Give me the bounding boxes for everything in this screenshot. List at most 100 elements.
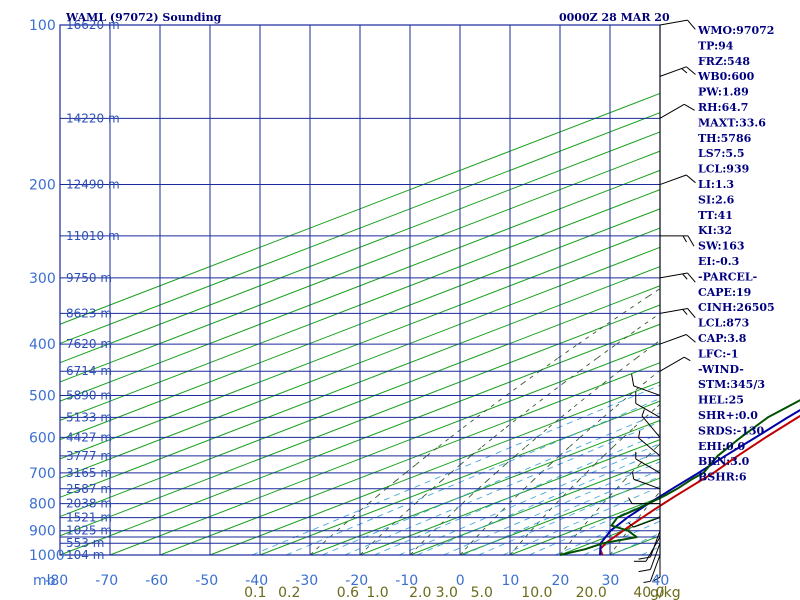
sounding-index-value: -WIND- <box>698 363 744 376</box>
mixing-ratio-line <box>641 546 661 556</box>
wind-barb <box>633 478 661 490</box>
wind-barb <box>649 554 661 582</box>
mixing-ratio-line <box>583 520 661 556</box>
mixing-ratio-label: 0.2 <box>278 585 300 600</box>
wind-barb-flag <box>631 373 635 386</box>
height-label: 104 m <box>66 548 104 562</box>
sounding-index-value: CAPE:19 <box>698 286 751 299</box>
mixing-ratio-label: 5.0 <box>471 585 493 600</box>
wind-barb-flag <box>638 430 641 438</box>
wind-barb-flag <box>631 472 635 480</box>
height-label: 11010 m <box>66 229 120 243</box>
mixing-ratio-label: 1.0 <box>366 585 388 600</box>
mixing-ratio-label: 2.0 <box>409 585 431 600</box>
sounding-index-value: LCL:873 <box>698 317 749 330</box>
sounding-index-value: MAXT:33.6 <box>698 116 766 129</box>
wind-barb-flag <box>638 569 651 573</box>
sounding-index-value: CINH:26505 <box>698 301 775 314</box>
wind-barb <box>638 437 661 457</box>
sounding-index-value: FRZ:548 <box>698 55 750 68</box>
mixing-ratio-line <box>374 433 661 556</box>
wind-barb <box>659 334 687 345</box>
mixing-ratio-line <box>398 443 661 556</box>
height-label: 1521 m <box>66 511 112 525</box>
wind-barb-flag <box>683 356 691 362</box>
wind-barb-flag <box>628 497 633 504</box>
wind-barb <box>659 174 687 186</box>
pressure-tick-label: 400 <box>29 337 56 353</box>
sounding-index-value: PW:1.89 <box>698 86 749 99</box>
sounding-index-value: TH:5786 <box>698 132 752 145</box>
sounding-index-value: SHR+:0.0 <box>698 409 758 422</box>
isotherm-line <box>409 458 661 556</box>
height-label: 4427 m <box>66 430 112 444</box>
sounding-index-value: KI:32 <box>698 224 732 237</box>
pressure-tick-label: 1000 <box>29 548 65 564</box>
pressure-tick-label: 900 <box>29 524 56 540</box>
height-label: 3165 m <box>66 466 112 480</box>
sounding-index-value: TT:41 <box>698 209 733 222</box>
wind-barb-flag <box>638 556 651 560</box>
sounding-index-value: SW:163 <box>698 240 745 253</box>
sounding-index-value: BRN:3.0 <box>698 455 750 468</box>
wind-barb-flag <box>682 235 687 243</box>
isotherm-line <box>309 419 661 556</box>
sounding-index-value: EHI:0.0 <box>698 440 745 453</box>
mixing-ratio-label: 0.6 <box>337 585 359 600</box>
temperature-tick-label: -10 <box>395 573 418 589</box>
wind-barb-flag <box>683 103 695 111</box>
pressure-tick-label: 500 <box>29 389 56 405</box>
mixing-ratio-label: 0.1 <box>244 585 266 600</box>
axis-labels: 16620 m 14220 m 12490 m 11010 m 9750 m 8623 m… <box>29 18 681 600</box>
pressure-tick-label: 100 <box>29 18 56 34</box>
sounding-index-value: TP:94 <box>698 39 734 52</box>
sounding-index-value: LI:1.3 <box>698 178 734 191</box>
pressure-tick-label: 800 <box>29 497 56 513</box>
mixing-ratio-line <box>462 469 661 556</box>
wind-barb-flag <box>687 235 695 247</box>
sounding-index-value: BSHR:6 <box>698 471 747 484</box>
height-label: 14220 m <box>66 111 120 125</box>
wind-barb <box>641 415 661 438</box>
mixing-ratio-label: 40.0 <box>633 585 664 600</box>
sounding-traces <box>559 399 800 556</box>
pressure-tick-label: 600 <box>29 430 56 446</box>
wind-barb-flag <box>687 272 696 283</box>
wind-barb-flag <box>653 576 661 582</box>
sounding-index-value: -PARCEL- <box>698 270 757 283</box>
wind-barb-flag <box>682 273 688 280</box>
mixing-ratio-line <box>344 421 661 556</box>
wind-barb <box>649 543 661 570</box>
height-label: 9750 m <box>66 271 112 285</box>
wind-barb <box>649 530 661 558</box>
pressure-tick-label: 200 <box>29 178 56 194</box>
sounding-index-value: STM:345/3 <box>698 378 765 391</box>
height-label: 5890 m <box>66 389 112 403</box>
wind-barb <box>659 356 685 372</box>
height-label: 5133 m <box>66 410 112 424</box>
chart-title: WAML (97072) Sounding <box>65 11 222 24</box>
mixing-ratio-label: 10.0 <box>521 585 552 600</box>
wind-barb <box>635 458 661 474</box>
isotherm-line <box>609 535 661 556</box>
temperature-tick-label: 30 <box>602 573 620 589</box>
wind-barb <box>633 517 661 528</box>
height-label: 12490 m <box>66 178 120 192</box>
temperature-trace <box>599 414 800 556</box>
mixing-ratio-label: 3.0 <box>436 585 458 600</box>
mixing-ratio-unit-label: g/kg <box>650 585 681 600</box>
wind-barb-flag <box>643 580 651 584</box>
chart-time: 0000Z 28 MAR 20 <box>559 11 670 24</box>
height-label: 7620 m <box>66 337 112 351</box>
isotherm-line <box>109 342 661 556</box>
wind-barbs <box>628 19 696 584</box>
temperature-tick-label: 0 <box>456 573 465 589</box>
mixing-ratio-line <box>529 497 661 556</box>
dewpoint-trace <box>559 399 800 556</box>
mixing-ratio-line <box>285 398 661 556</box>
wind-barb-flag <box>628 522 635 528</box>
sounding-index-value: RH:64.7 <box>698 101 748 114</box>
temperature-tick-label: -20 <box>345 573 368 589</box>
sounding-index-value: CAP:3.8 <box>698 332 747 345</box>
